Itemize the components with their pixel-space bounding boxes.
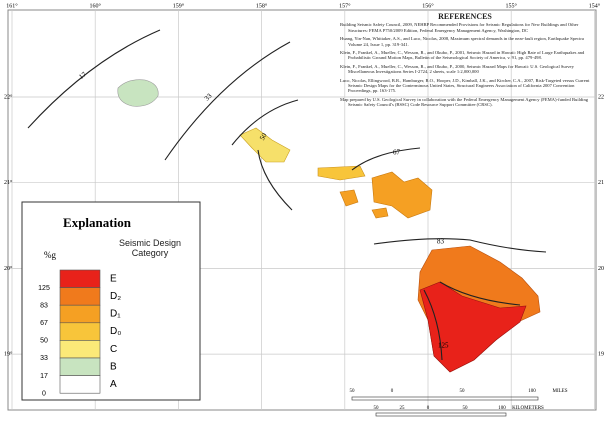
latitude-label: 19°: [4, 350, 13, 357]
latitude-label: 22°: [4, 93, 13, 100]
oahu: [239, 127, 291, 163]
legend-value: 67: [40, 320, 48, 327]
contour-label: 67: [393, 149, 401, 157]
contour-label: 50: [258, 131, 269, 141]
longitude-label: 158°: [256, 2, 268, 9]
legend-category: A: [110, 379, 117, 390]
reference-item: Map prepared by U.S. Geological Survey i…: [340, 96, 589, 108]
legend-box: [21, 201, 201, 401]
longitude-label: 160°: [89, 2, 101, 9]
contour-17: [27, 29, 161, 129]
contour-label: 125: [438, 342, 449, 350]
reference-item: Klein, F., Frankel, A., Mueller, C., Wes…: [340, 50, 585, 61]
scale-label: 25: [400, 406, 406, 411]
longitude-label: 155°: [505, 2, 517, 9]
contour-label: 17: [77, 70, 88, 81]
contour-83: [373, 238, 547, 253]
scale-label: MILES: [553, 389, 568, 394]
reference-item: Building Seismic Safety Council, 2009, N…: [340, 22, 579, 33]
legend-swatch: [59, 357, 101, 376]
legend-swatch: [59, 340, 101, 359]
scale-label: 50: [460, 389, 466, 394]
latitude-label: 19°: [598, 350, 604, 357]
hawaii-red-zone: [419, 281, 527, 373]
legend-category: C: [110, 344, 117, 355]
longitude-label: 157°: [339, 2, 351, 9]
legend-swatch: [59, 269, 101, 288]
scale-label: 0: [427, 406, 430, 411]
legend-swatch: [59, 375, 101, 394]
latitude-label: 22°: [598, 93, 604, 100]
reference-item: Klein, F., Frankel, A., Mueller, C., Wes…: [340, 63, 574, 75]
legend-rows: E D₂ D₁ D₀ CBA 125 83 67 50 33 17 0: [38, 269, 121, 397]
legend-value: 33: [40, 355, 48, 362]
scale-label: 100: [528, 389, 536, 394]
latitude-label: 21°: [598, 179, 604, 186]
km-bar: [375, 412, 507, 417]
latitude-label: 20°: [4, 265, 13, 272]
longitude-label: 161°: [6, 2, 18, 9]
graticule: 161° 160° 159° 158° 157° 156° 155° 154° 22° 22° 21…: [4, 2, 604, 410]
map-frame: [7, 9, 597, 411]
kahoolawe: [371, 207, 389, 219]
contour-67: [351, 147, 421, 171]
legend-category: E: [110, 273, 117, 284]
scale-label: 50: [463, 406, 469, 411]
contour-125: [423, 281, 521, 361]
scale-label: 0: [391, 389, 394, 394]
kauai: [117, 79, 159, 107]
legend-category-title: Seismic Design Category: [118, 238, 182, 258]
lanai: [339, 189, 359, 207]
legend-swatch: [59, 304, 101, 324]
latitude-label: 20°: [598, 265, 604, 272]
legend-title: Explanation: [63, 215, 132, 230]
reference-item: Huang, Yin-Nan, Whittaker, A.S., and Luc…: [340, 36, 584, 47]
latitude-label: 21°: [4, 179, 13, 186]
molokai: [317, 165, 366, 181]
legend-category: B: [110, 361, 117, 372]
scale-bar: 50 0 50 100 MILES 50 25 0 50 100 KILOMETERS: [350, 389, 568, 417]
contour-50: [231, 99, 299, 211]
legend-category: D₀: [110, 326, 121, 337]
references-title: REFERENCES: [438, 12, 492, 21]
longitude-label: 154°: [589, 2, 601, 9]
legend-value: 0: [42, 390, 46, 397]
reference-item: Luco, Nicolas, Ellingwood, B.R., Hamburg…: [340, 77, 590, 94]
contour-label: 83: [437, 238, 445, 246]
legend-value: 50: [40, 338, 48, 345]
scale-label: KILOMETERS: [512, 406, 544, 411]
contour-label: 33: [203, 92, 214, 103]
scale-label: 100: [498, 406, 506, 411]
legend-value: 17: [40, 373, 48, 380]
longitude-label: 156°: [422, 2, 434, 9]
contour-33: [164, 41, 291, 161]
legend-swatch: [59, 287, 101, 306]
scale-label: 50: [350, 389, 356, 394]
references: REFERENCES Building Seismic Safety Counc…: [340, 12, 590, 111]
legend-value: 125: [38, 285, 50, 292]
scale-label: 50: [374, 406, 380, 411]
longitude-label: 159°: [173, 2, 185, 9]
legend-swatch: [59, 322, 101, 341]
miles-bar: [351, 396, 539, 401]
legend-value: 83: [40, 302, 48, 309]
legend-percent-label: %g: [44, 250, 56, 260]
maui: [371, 171, 433, 219]
legend-category: D₁: [110, 309, 121, 320]
legend-category: D₂: [110, 291, 121, 302]
